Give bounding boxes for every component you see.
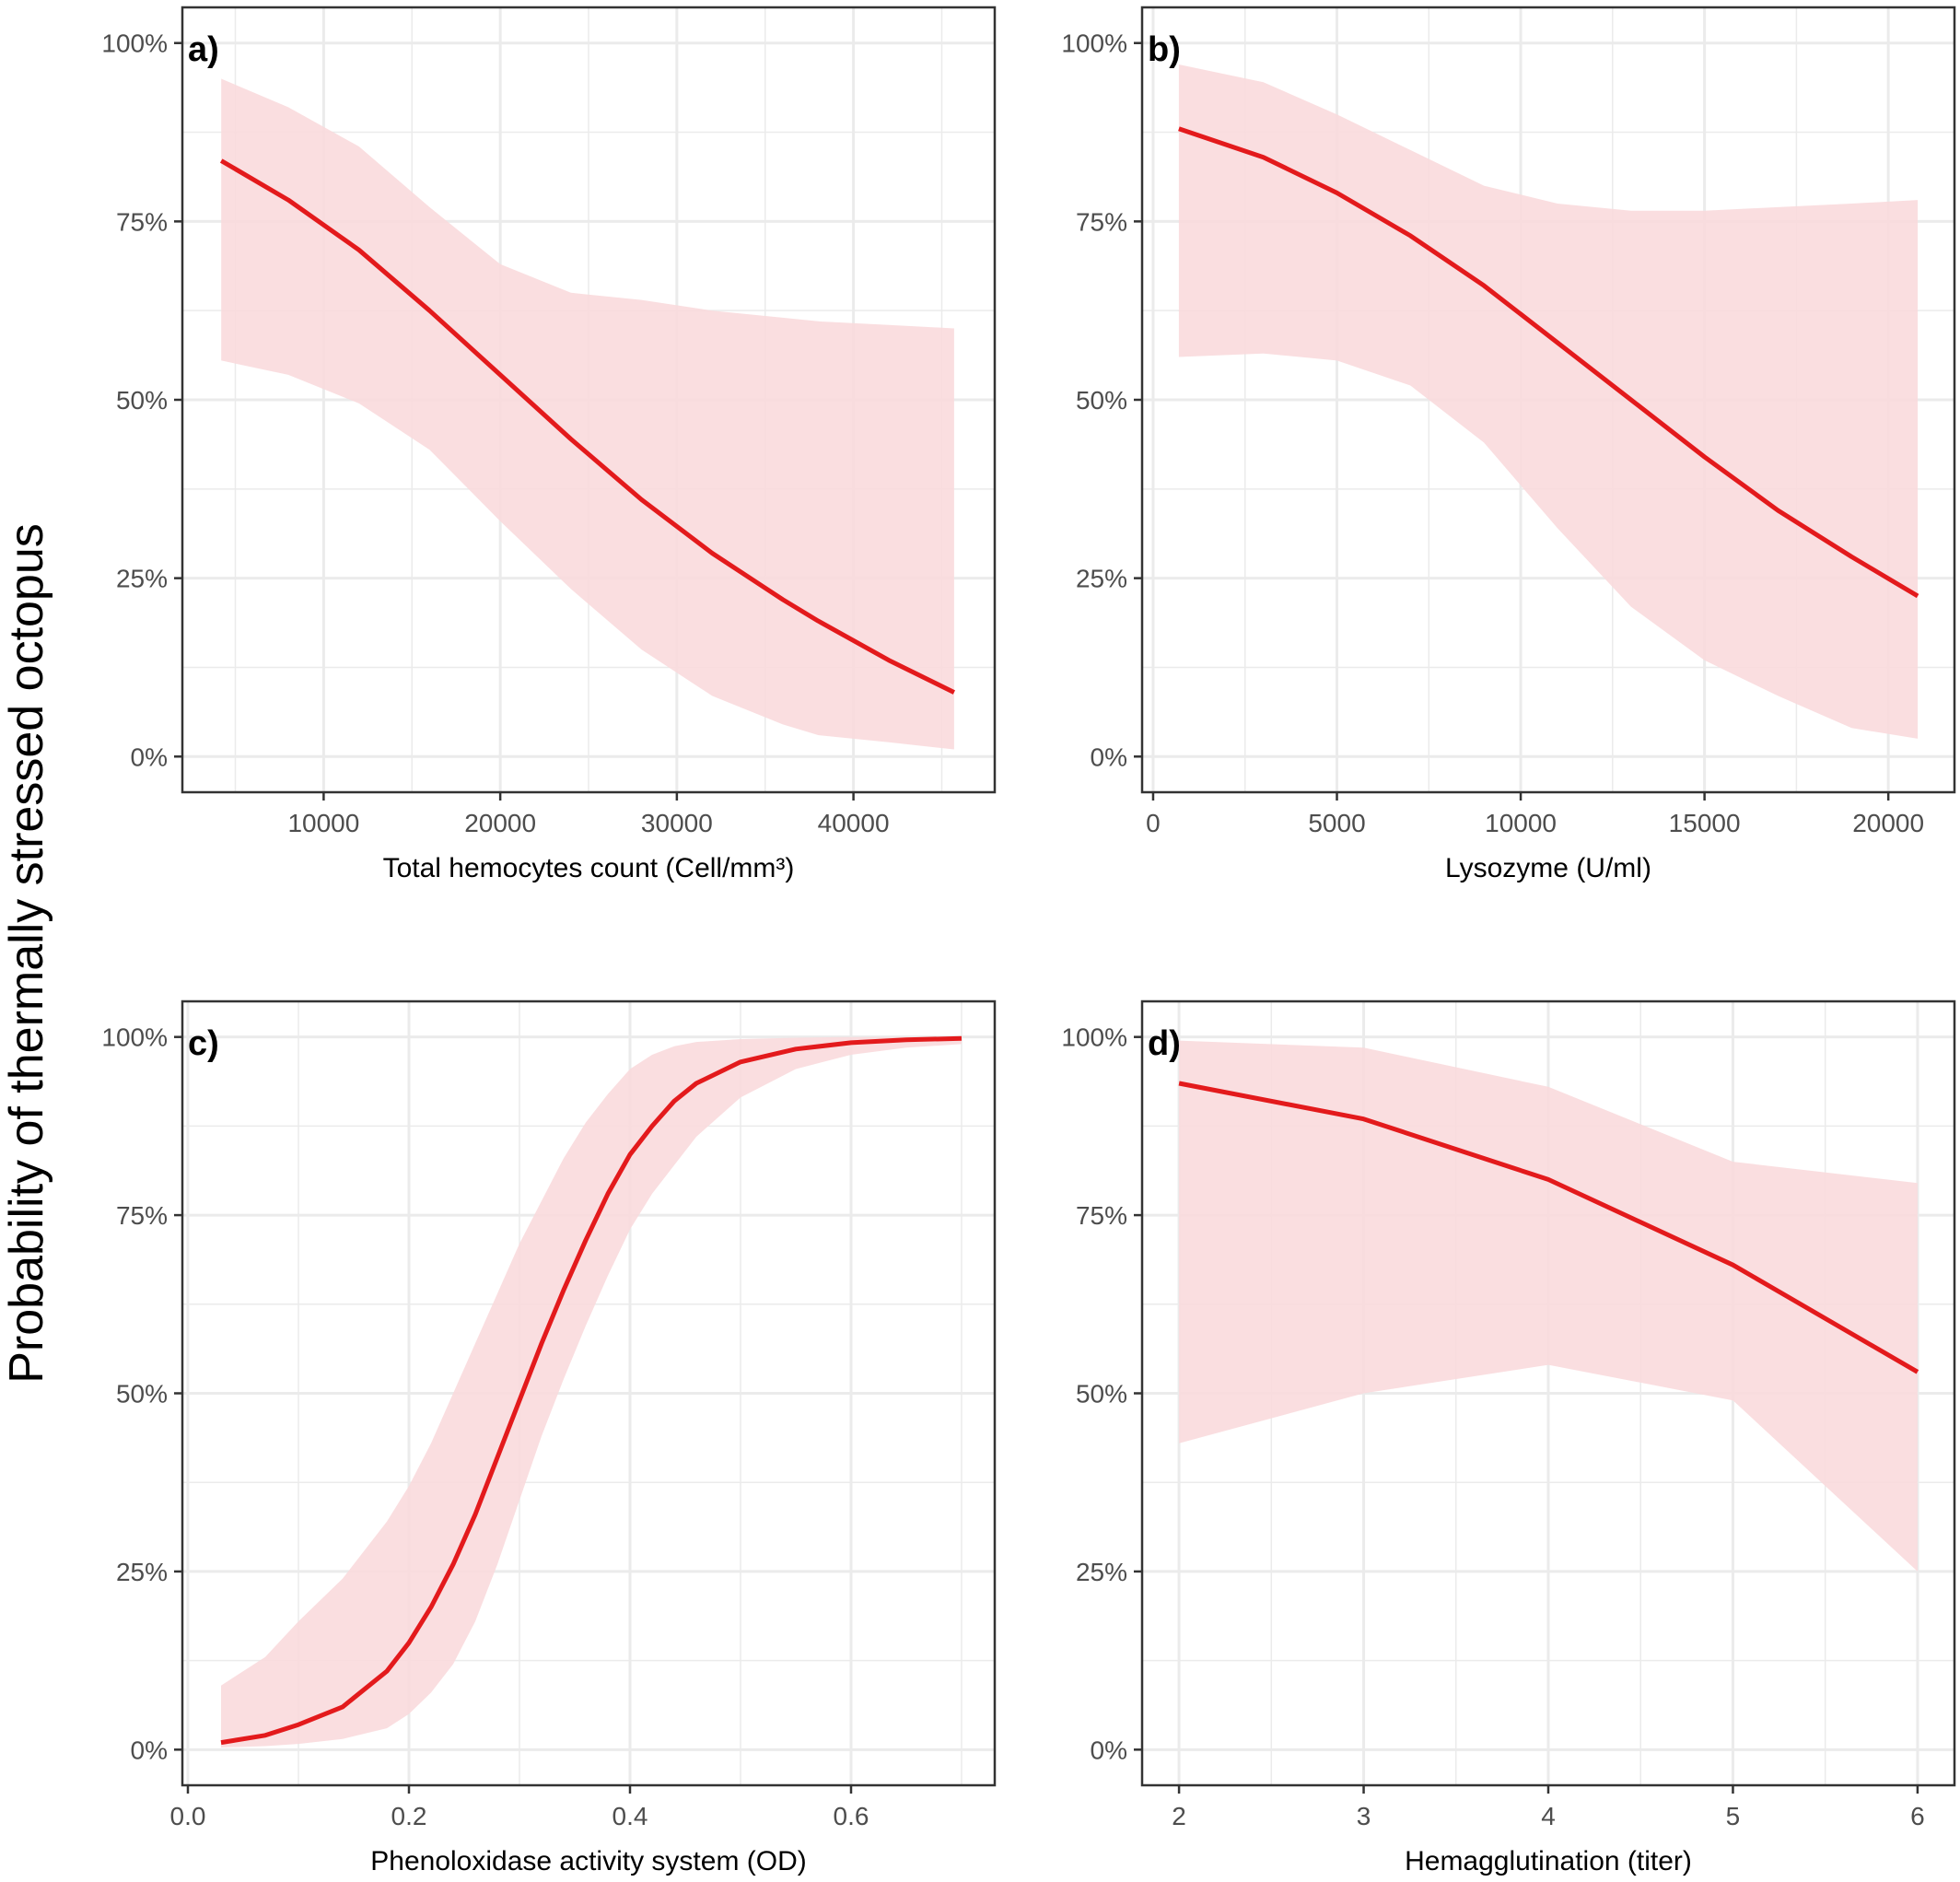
panel-4: 2 3 4 5 6 0% 25% 50% 75% 100% Hemagglutination (ti… (1061, 999, 1956, 1876)
x-tick-label: 10000 (287, 809, 359, 837)
y-tick-label: 0% (131, 742, 168, 771)
y-tick-label: 75% (116, 1201, 168, 1230)
y-tick-label: 100% (101, 1023, 168, 1052)
y-tick-label: 50% (116, 1380, 168, 1409)
x-tick-label: 4 (1541, 1802, 1556, 1830)
panel-tag: c) (188, 1024, 219, 1063)
y-tick-label: 25% (1076, 565, 1127, 593)
probability-line (219, 158, 956, 695)
probability-line (220, 1035, 962, 1746)
x-tick-label: 6 (1910, 1802, 1925, 1830)
x-tick-label: 40000 (818, 809, 890, 837)
y-tick-label: 75% (1076, 1201, 1127, 1230)
x-tick-label: 5000 (1308, 809, 1365, 837)
y-tick-label: 25% (116, 1558, 168, 1586)
x-tick-label: 20000 (464, 809, 536, 837)
x-tick-label: 0.2 (391, 1802, 427, 1830)
x-tick-label: 3 (1357, 1802, 1371, 1830)
y-tick-label: 25% (1076, 1558, 1127, 1586)
x-tick-label: 0 (1146, 809, 1161, 837)
confidence-band (221, 78, 954, 750)
confidence-band (1179, 1040, 1918, 1572)
x-tick-label: 20000 (1852, 809, 1924, 837)
y-tick-label: 75% (1076, 207, 1127, 236)
confidence-band (221, 1036, 962, 1748)
panel-1: 10000 20000 30000 40000 0% 25% 50% 75% 100% Total… (101, 6, 997, 883)
probability-line (1178, 126, 1919, 599)
x-axis-title: Lysozyme (U/ml) (1445, 853, 1651, 883)
y-tick-label: 100% (101, 29, 168, 58)
y-tick-label: 25% (116, 565, 168, 593)
panel-tag: a) (188, 30, 219, 69)
x-axis-title: Total hemocytes count (Cell/mm³) (383, 853, 795, 883)
probability-line (1178, 1081, 1919, 1374)
panel-2: 0 5000 10000 15000 20000 0% 25% 50% 75% 100% Lysoz… (1061, 6, 1956, 883)
x-tick-label: 5 (1726, 1802, 1741, 1830)
y-tick-label: 100% (1061, 29, 1127, 58)
x-tick-label: 0.4 (612, 1802, 648, 1830)
x-tick-label: 15000 (1669, 809, 1741, 837)
x-axis-title: Phenoloxidase activity system (OD) (370, 1846, 807, 1876)
y-tick-label: 50% (1076, 386, 1127, 415)
y-tick-label: 75% (116, 207, 168, 236)
x-tick-label: 2 (1172, 1802, 1186, 1830)
x-tick-label: 30000 (641, 809, 713, 837)
confidence-band (1178, 64, 1919, 739)
y-tick-label: 0% (131, 1736, 168, 1764)
panel-3: 0.0 0.2 0.4 0.6 0% 25% 50% 75% 100% Phenoloxidase… (101, 999, 997, 1876)
x-tick-label: 0.0 (170, 1802, 206, 1830)
x-tick-label: 0.6 (834, 1802, 869, 1830)
panels-group: 10000 20000 30000 400000%25%50%75%100%Total… (101, 6, 1956, 1876)
x-axis-title: Hemagglutination (titer) (1405, 1846, 1692, 1876)
panel-tag: d) (1148, 1024, 1181, 1063)
x-tick-label: 10000 (1485, 809, 1557, 837)
y-tick-label: 0% (1091, 742, 1127, 771)
y-tick-label: 50% (1076, 1380, 1127, 1409)
y-tick-label: 100% (1061, 1023, 1127, 1052)
panel-tag: b) (1148, 30, 1181, 69)
shared-y-axis-title: Probability of thermally stressed octopu… (0, 523, 53, 1384)
y-tick-label: 50% (116, 386, 168, 415)
y-tick-label: 0% (1091, 1736, 1127, 1764)
